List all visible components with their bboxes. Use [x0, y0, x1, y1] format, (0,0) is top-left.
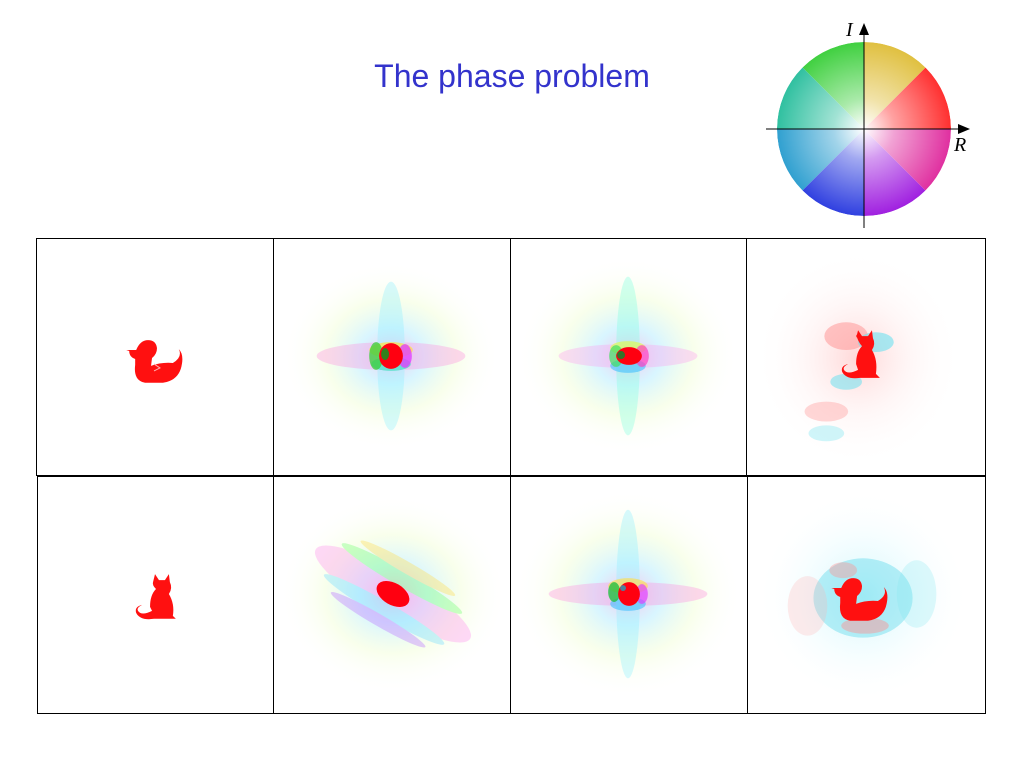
slide-title: The phase problem — [374, 58, 650, 94]
cat-magnitude-duck-phase-panel — [510, 476, 748, 714]
cat-icon — [841, 330, 880, 379]
diffraction-pattern — [511, 239, 747, 475]
duck-object-panel — [36, 238, 274, 476]
reconstructed-image — [747, 239, 985, 475]
real-axis-label: R — [953, 134, 966, 156]
duck-reconstruction-panel — [747, 476, 986, 714]
diffraction-pattern — [511, 477, 747, 713]
diffraction-pattern — [274, 239, 510, 475]
duck-icon — [831, 578, 888, 621]
cat-fourier-transform-panel — [273, 476, 511, 714]
duck-magnitude-cat-phase-panel — [510, 238, 748, 476]
diffraction-pattern — [274, 477, 510, 713]
duck-icon — [126, 340, 183, 383]
duck-fourier-transform-panel — [273, 238, 511, 476]
imaginary-axis-arrow-icon — [859, 23, 869, 35]
phase-color-wheel: R I — [766, 19, 970, 228]
imaginary-axis-label: I — [845, 19, 854, 41]
cat-reconstruction-panel — [746, 238, 986, 476]
reconstructed-image — [748, 477, 985, 713]
cat-icon — [135, 574, 176, 620]
cat-object-panel — [37, 476, 274, 714]
real-axis-arrow-icon — [958, 124, 970, 134]
